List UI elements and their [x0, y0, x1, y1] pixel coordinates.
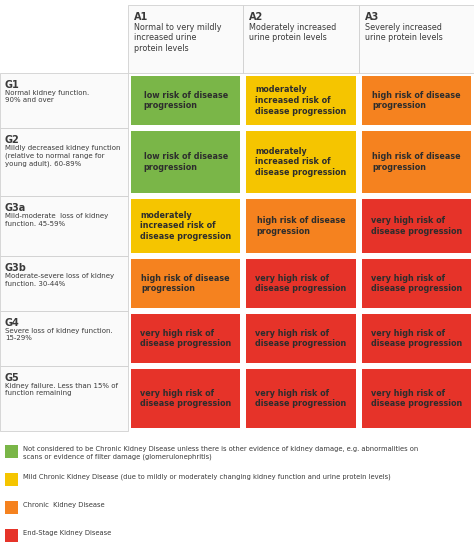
- Text: high risk of disease
progression: high risk of disease progression: [257, 216, 346, 236]
- Bar: [246, 259, 356, 308]
- Bar: [243, 5, 359, 73]
- Bar: [0, 366, 128, 431]
- Text: Kidney failure. Less than 15% of
function remaining: Kidney failure. Less than 15% of functio…: [5, 383, 118, 397]
- Text: A1: A1: [134, 12, 148, 22]
- Text: Mild Chronic Kidney Disease (due to mildly or moderately changing kidney functio: Mild Chronic Kidney Disease (due to mild…: [23, 474, 391, 481]
- Bar: [246, 369, 356, 428]
- Text: moderately
increased risk of
disease progression: moderately increased risk of disease pro…: [255, 147, 346, 178]
- Text: very high risk of
disease progression: very high risk of disease progression: [140, 389, 231, 408]
- Text: G2: G2: [5, 135, 20, 145]
- Text: G3b: G3b: [5, 263, 27, 273]
- Text: Mild-moderate  loss of kidney
function. 45-59%: Mild-moderate loss of kidney function. 4…: [5, 213, 108, 227]
- Bar: [0, 196, 128, 256]
- Text: very high risk of
disease progression: very high risk of disease progression: [255, 328, 346, 348]
- Bar: [362, 369, 471, 428]
- Text: high risk of disease
progression: high risk of disease progression: [141, 274, 230, 294]
- Text: high risk of disease
progression: high risk of disease progression: [372, 91, 461, 111]
- Text: G1: G1: [5, 80, 20, 90]
- Text: Severely increased
urine protein levels: Severely increased urine protein levels: [365, 23, 442, 43]
- Bar: [0, 311, 128, 366]
- Bar: [0, 128, 128, 196]
- Text: Moderately increased
urine protein levels: Moderately increased urine protein level…: [249, 23, 337, 43]
- Text: A3: A3: [365, 12, 379, 22]
- Text: very high risk of
disease progression: very high risk of disease progression: [255, 389, 346, 408]
- Text: G5: G5: [5, 373, 20, 383]
- Text: moderately
increased risk of
disease progression: moderately increased risk of disease pro…: [255, 85, 346, 116]
- Text: Chronic  Kidney Disease: Chronic Kidney Disease: [23, 502, 105, 508]
- Text: End-Stage Kidney Disease: End-Stage Kidney Disease: [23, 530, 111, 536]
- Text: high risk of disease
progression: high risk of disease progression: [372, 152, 461, 172]
- Bar: [131, 314, 240, 363]
- Bar: [131, 199, 240, 253]
- Text: A2: A2: [249, 12, 264, 22]
- Bar: [362, 199, 471, 253]
- Bar: [5, 501, 18, 514]
- Text: very high risk of
disease progression: very high risk of disease progression: [371, 389, 462, 408]
- Text: Moderate-severe loss of kidney
function. 30-44%: Moderate-severe loss of kidney function.…: [5, 273, 114, 286]
- Text: Normal kidney function.
90% and over: Normal kidney function. 90% and over: [5, 90, 89, 103]
- Bar: [131, 259, 240, 308]
- Bar: [131, 369, 240, 428]
- Text: G4: G4: [5, 318, 20, 328]
- Text: very high risk of
disease progression: very high risk of disease progression: [255, 274, 346, 294]
- Bar: [246, 314, 356, 363]
- Bar: [362, 259, 471, 308]
- Text: Not considered to be Chronic Kidney Disease unless there is other evidence of ki: Not considered to be Chronic Kidney Dise…: [23, 446, 418, 460]
- Bar: [359, 5, 474, 73]
- Text: low risk of disease
progression: low risk of disease progression: [144, 91, 228, 111]
- Bar: [246, 131, 356, 193]
- Bar: [362, 314, 471, 363]
- Bar: [131, 131, 240, 193]
- Text: very high risk of
disease progression: very high risk of disease progression: [140, 328, 231, 348]
- Text: very high risk of
disease progression: very high risk of disease progression: [371, 328, 462, 348]
- Text: G3a: G3a: [5, 203, 26, 213]
- Bar: [0, 73, 128, 128]
- Bar: [128, 5, 243, 73]
- Bar: [362, 131, 471, 193]
- Text: very high risk of
disease progression: very high risk of disease progression: [371, 274, 462, 294]
- Text: low risk of disease
progression: low risk of disease progression: [144, 152, 228, 172]
- Bar: [5, 473, 18, 486]
- Text: Severe loss of kidney function.
15-29%: Severe loss of kidney function. 15-29%: [5, 328, 113, 342]
- Bar: [246, 199, 356, 253]
- Bar: [0, 256, 128, 311]
- Text: Normal to very mildly
increased urine
protein levels: Normal to very mildly increased urine pr…: [134, 23, 221, 53]
- Text: very high risk of
disease progression: very high risk of disease progression: [371, 216, 462, 236]
- Text: Mildly decreased kidney function
(relative to normal range for
young adult). 60-: Mildly decreased kidney function (relati…: [5, 145, 120, 167]
- Bar: [131, 76, 240, 125]
- Bar: [362, 76, 471, 125]
- Bar: [5, 445, 18, 458]
- Bar: [246, 76, 356, 125]
- Text: moderately
increased risk of
disease progression: moderately increased risk of disease pro…: [140, 211, 231, 241]
- Bar: [5, 529, 18, 542]
